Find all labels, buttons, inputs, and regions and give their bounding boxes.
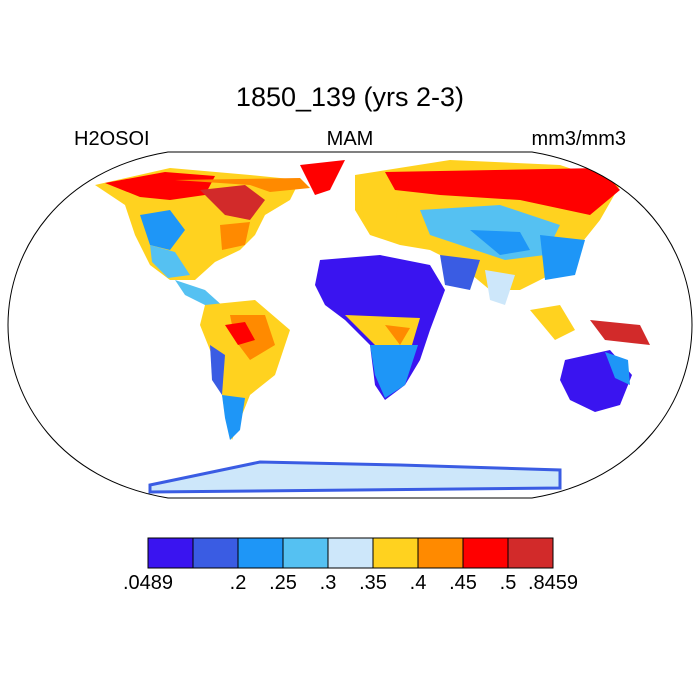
- colorbar-box-1: [192, 537, 239, 569]
- map-title: 1850_139 (yrs 2-3): [235, 82, 465, 112]
- season-label: MAM: [326, 128, 374, 150]
- colorbar-label-0: .0489: [122, 572, 174, 594]
- colorbar-label-8: .5: [499, 572, 517, 594]
- colorbar-box-3: [282, 537, 329, 569]
- colorbar-box-5: [372, 537, 419, 569]
- colorbar-label-5: .35: [359, 572, 387, 594]
- colorbar-box-7: [462, 537, 509, 569]
- south-america: [200, 300, 290, 440]
- colorbar-label-4: .3: [319, 572, 337, 594]
- eurasia: [355, 160, 620, 305]
- variable-label: H2OSOI: [74, 128, 150, 150]
- units-label: mm3/mm3: [531, 128, 626, 150]
- colorbar-box-8: [507, 537, 554, 569]
- colorbar-label-7: .45: [449, 572, 477, 594]
- colorbar-box-4: [327, 537, 374, 569]
- colorbar-box-6: [417, 537, 464, 569]
- southeast-asia: [530, 305, 650, 345]
- colorbar-label-6: .4: [409, 572, 427, 594]
- africa: [315, 255, 445, 400]
- north-america: [95, 168, 310, 280]
- colorbar-label-3: .25: [269, 572, 297, 594]
- greenland: [300, 160, 345, 195]
- colorbar-label-2: .2: [229, 572, 247, 594]
- colorbar-label-9: .8459: [527, 572, 579, 594]
- antarctica: [148, 460, 562, 494]
- colorbar-box-0: [147, 537, 194, 569]
- australia: [560, 350, 632, 412]
- colorbar-box-2: [237, 537, 284, 569]
